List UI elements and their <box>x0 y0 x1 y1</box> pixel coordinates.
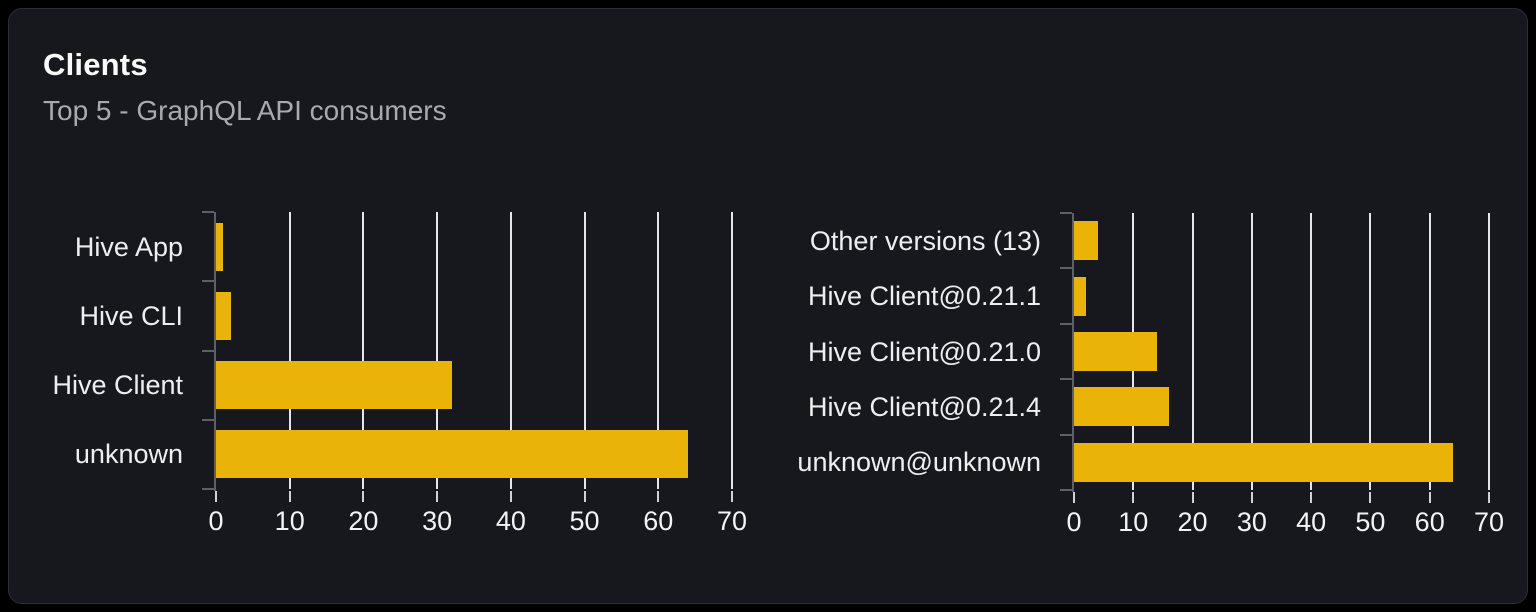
category-label: Hive Client@0.21.4 <box>807 392 1041 422</box>
bar-unknown-unknown[interactable] <box>1074 443 1453 482</box>
x-tick-label: 70 <box>716 506 748 536</box>
y-axis-tick <box>202 350 214 352</box>
x-tick-label: 10 <box>1118 507 1149 537</box>
x-axis-tick <box>1191 492 1194 503</box>
x-axis-tick <box>583 491 586 502</box>
category-label: unknown <box>74 439 183 469</box>
x-tick-label: 60 <box>1414 507 1445 537</box>
x-axis-tick <box>1369 492 1372 503</box>
x-axis-tick <box>509 491 512 502</box>
x-axis-tick <box>1073 492 1075 503</box>
bar-hive-app[interactable] <box>216 223 223 271</box>
category-label: Hive App <box>74 232 183 262</box>
category-label: Other versions (13) <box>809 226 1041 256</box>
x-tick-label: 70 <box>1473 507 1505 537</box>
y-axis-tick <box>1060 489 1072 491</box>
x-tick-label: 20 <box>1177 507 1208 537</box>
x-axis-tick <box>1488 492 1490 503</box>
x-tick-label: 20 <box>348 506 379 536</box>
category-label: Hive Client <box>52 370 183 400</box>
y-axis-tick <box>1060 267 1072 269</box>
bar-other-versions-13-[interactable] <box>1074 221 1098 260</box>
clients-card: Clients Top 5 - GraphQL API consumers 0 1… <box>8 8 1528 604</box>
bar-hive-cli[interactable] <box>216 292 231 340</box>
x-tick-label: 0 <box>208 506 224 536</box>
x-axis-tick <box>1250 492 1253 503</box>
grid-line <box>1488 213 1490 490</box>
y-axis-tick <box>202 280 214 282</box>
bar-hive-client-0-21-0[interactable] <box>1074 332 1157 371</box>
x-axis-tick <box>288 491 291 502</box>
x-tick-label: 40 <box>495 506 526 536</box>
y-axis-tick <box>202 211 214 213</box>
x-tick-label: 0 <box>1066 507 1082 537</box>
x-axis-tick <box>1132 492 1135 503</box>
x-tick-label: 60 <box>643 506 674 536</box>
y-axis-tick <box>1060 323 1072 325</box>
x-tick-label: 30 <box>422 506 453 536</box>
y-axis-tick <box>202 488 214 490</box>
x-tick-label: 50 <box>569 506 600 536</box>
x-tick-label: 30 <box>1236 507 1267 537</box>
category-label: Hive Client@0.21.0 <box>807 337 1041 367</box>
y-axis-tick <box>1060 434 1072 436</box>
bar-hive-client[interactable] <box>216 361 452 409</box>
x-axis-tick <box>1310 492 1313 503</box>
bar-hive-client-0-21-4[interactable] <box>1074 387 1169 426</box>
x-axis-tick <box>362 491 365 502</box>
y-axis-tick <box>1060 212 1072 214</box>
x-tick-label: 40 <box>1296 507 1327 537</box>
x-tick-label: 10 <box>274 506 305 536</box>
x-axis-tick <box>731 491 733 502</box>
bar-hive-client-0-21-1[interactable] <box>1074 277 1086 316</box>
card-subtitle: Top 5 - GraphQL API consumers <box>43 95 447 126</box>
category-label: unknown@unknown <box>797 447 1041 477</box>
category-label: Hive CLI <box>79 301 183 331</box>
x-axis-tick <box>1428 492 1431 503</box>
grid-line <box>731 212 733 489</box>
y-axis-tick <box>202 419 214 421</box>
x-tick-label: 50 <box>1355 507 1386 537</box>
y-axis-tick <box>1060 378 1072 380</box>
category-label: Hive Client@0.21.1 <box>807 281 1041 311</box>
bar-unknown[interactable] <box>216 430 688 478</box>
card-title: Clients <box>43 47 148 82</box>
x-axis-tick <box>657 491 660 502</box>
x-axis-tick <box>436 491 439 502</box>
x-axis-tick <box>215 491 217 502</box>
